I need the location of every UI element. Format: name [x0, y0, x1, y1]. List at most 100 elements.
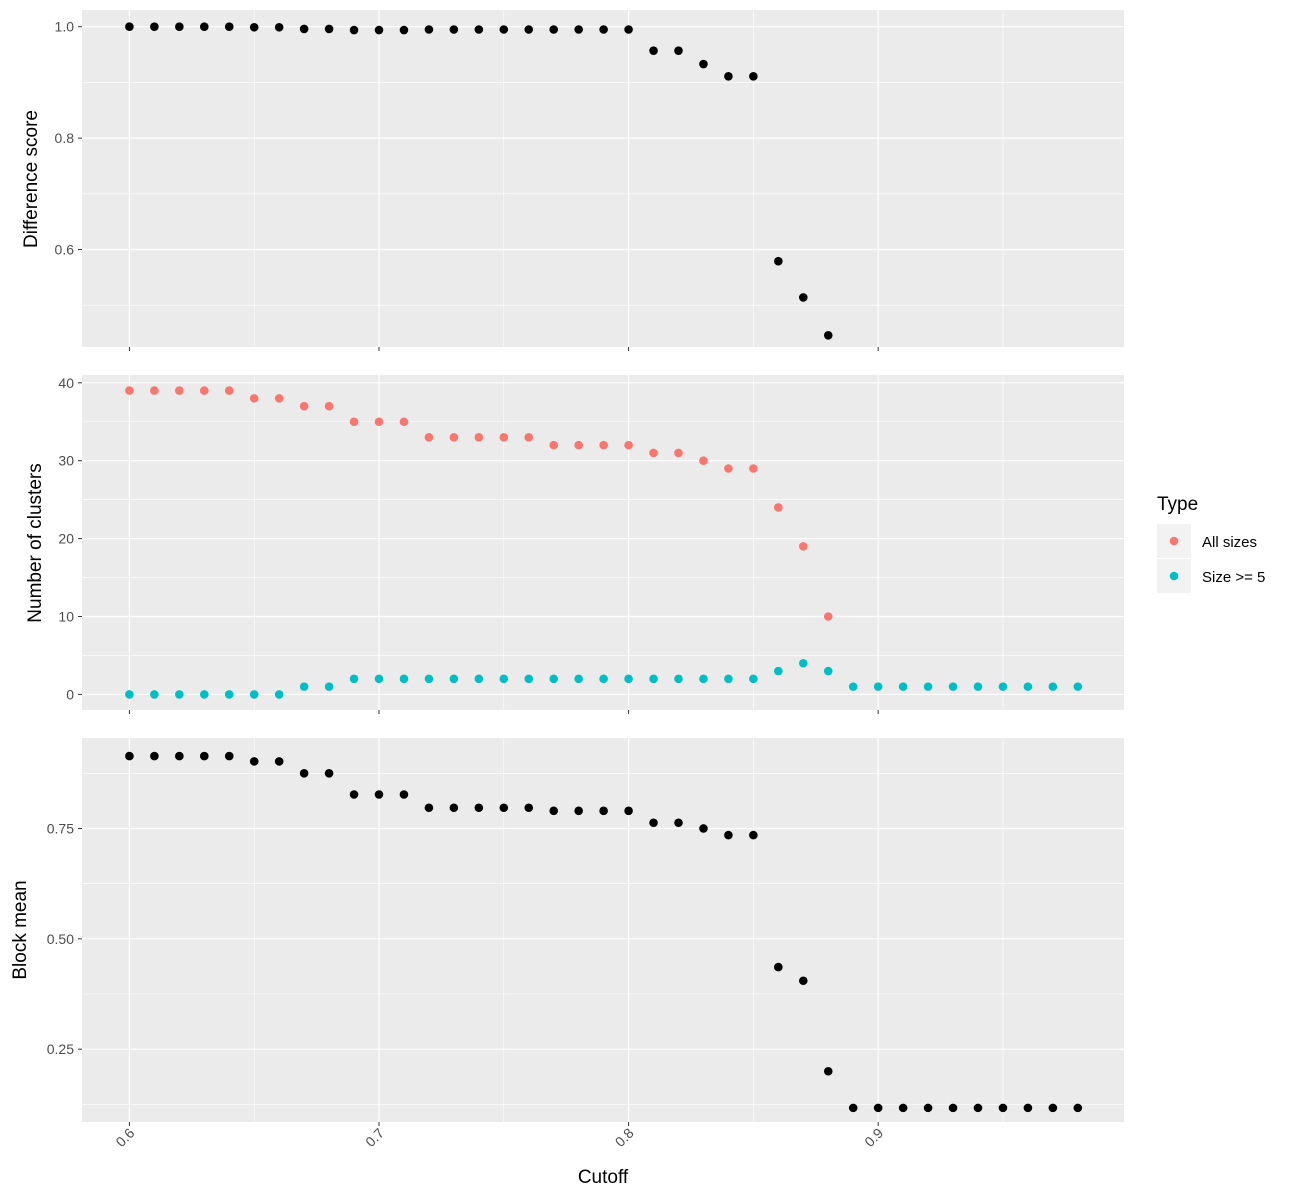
data-point-size-5 — [823, 666, 833, 676]
data-point-value — [424, 803, 434, 813]
data-point-size-5 — [948, 682, 958, 691]
data-point-size-5 — [374, 674, 384, 684]
panel-top: 0.6 0.8 1.0 — [55, 10, 1124, 351]
data-point-size-5 — [324, 682, 334, 691]
data-point-value — [574, 25, 583, 34]
data-point-size-5 — [848, 682, 858, 691]
data-point-value — [449, 25, 459, 34]
data-point-size-5 — [973, 682, 983, 691]
data-point-size-5 — [249, 690, 259, 699]
data-point-value — [699, 824, 708, 833]
data-point-size-5 — [1048, 682, 1058, 691]
data-point-size-5 — [474, 674, 484, 684]
x-tick-label: 0.9 — [861, 1125, 886, 1150]
data-point-all-sizes — [524, 433, 534, 442]
data-point-size-5 — [299, 682, 309, 691]
legend-label-all-sizes: All sizes — [1202, 534, 1257, 551]
data-point-size-5 — [224, 690, 234, 699]
y-tick-label: 0.6 — [55, 242, 75, 258]
y-axis-title-difference-score: Difference score — [21, 110, 42, 248]
data-point-size-5 — [399, 674, 409, 684]
data-point-all-sizes — [724, 464, 733, 473]
y-axis-title-block-mean: Block mean — [10, 880, 31, 979]
data-point-all-sizes — [798, 542, 808, 551]
data-point-value — [199, 22, 209, 32]
data-point-value — [599, 806, 608, 816]
data-point-all-sizes — [399, 417, 409, 427]
data-point-value — [973, 1103, 983, 1113]
data-point-size-5 — [150, 690, 159, 699]
data-point-all-sizes — [649, 448, 658, 458]
data-point-size-5 — [549, 674, 559, 684]
data-point-all-sizes — [199, 386, 209, 395]
data-point-value — [199, 751, 209, 761]
data-point-size-5 — [724, 674, 733, 684]
data-point-all-sizes — [374, 417, 384, 427]
data-point-value — [998, 1103, 1008, 1113]
data-point-all-sizes — [150, 386, 159, 395]
data-point-size-5 — [175, 690, 184, 699]
data-point-size-5 — [274, 690, 284, 699]
data-point-value — [399, 790, 409, 799]
data-point-size-5 — [923, 682, 933, 691]
data-point-all-sizes — [324, 401, 334, 411]
data-point-value — [150, 751, 159, 761]
data-point-all-sizes — [349, 417, 359, 427]
legend: Type All sizes Size >= 5 — [1157, 494, 1265, 593]
panel-background — [82, 375, 1124, 710]
data-point-size-5 — [774, 666, 783, 676]
data-point-size-5 — [624, 674, 633, 684]
legend-key-size-ge-5 — [1169, 571, 1179, 581]
y-tick-label: 0.25 — [47, 1041, 74, 1057]
data-point-all-sizes — [424, 433, 434, 442]
data-point-value — [848, 1103, 858, 1113]
data-point-value — [549, 806, 559, 816]
data-point-all-sizes — [224, 386, 234, 395]
data-point-all-sizes — [749, 464, 758, 473]
data-point-value — [424, 25, 434, 34]
data-point-value — [724, 830, 733, 840]
y-tick-label: 40 — [58, 375, 74, 391]
data-point-value — [224, 22, 234, 32]
data-point-all-sizes — [823, 612, 833, 621]
data-point-value — [873, 1103, 883, 1113]
data-point-value — [524, 803, 534, 813]
data-point-value — [299, 24, 309, 34]
data-point-value — [175, 22, 184, 32]
data-point-size-5 — [998, 682, 1008, 691]
data-point-size-5 — [349, 674, 359, 684]
legend-key-all-sizes — [1169, 536, 1179, 546]
panel-bottom: 0.25 0.50 0.75 0.6 0.7 0.8 0.9 — [47, 738, 1124, 1150]
data-point-value — [524, 25, 534, 34]
data-point-value — [649, 818, 658, 828]
data-point-value — [399, 25, 409, 35]
data-point-all-sizes — [674, 448, 683, 458]
y-tick-label: 10 — [58, 609, 74, 625]
data-point-value — [175, 751, 184, 761]
data-point-all-sizes — [249, 394, 259, 403]
data-point-value — [374, 25, 384, 35]
y-tick-label: 0.8 — [55, 130, 75, 146]
data-point-size-5 — [798, 658, 808, 668]
data-point-value — [549, 25, 559, 34]
data-point-value — [150, 22, 159, 32]
x-axis-title: Cutoff — [578, 1167, 629, 1188]
y-axis-title-number-of-clusters: Number of clusters — [25, 463, 46, 622]
x-tick-label: 0.7 — [362, 1125, 387, 1150]
data-point-value — [823, 331, 833, 340]
data-point-value — [324, 24, 334, 34]
data-point-size-5 — [599, 674, 608, 684]
data-point-size-5 — [199, 690, 209, 699]
data-point-value — [125, 751, 134, 761]
data-point-all-sizes — [474, 433, 484, 442]
data-point-value — [1073, 1103, 1083, 1113]
data-point-value — [624, 25, 633, 34]
data-point-size-5 — [574, 674, 583, 684]
data-point-value — [274, 757, 284, 766]
data-point-size-5 — [499, 674, 509, 684]
data-point-size-5 — [749, 674, 758, 684]
data-point-size-5 — [674, 674, 683, 684]
data-point-value — [749, 71, 758, 81]
data-point-size-5 — [424, 674, 434, 684]
data-point-value — [499, 803, 509, 813]
